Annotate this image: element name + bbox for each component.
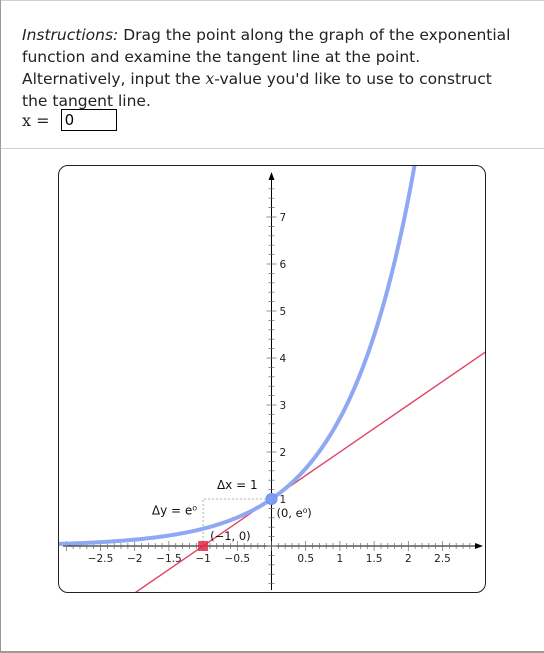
instructions-part-1: Drag the point along the graph of the ex… (22, 26, 511, 88)
graph-board[interactable]: −2.5 −2 −1.5 −1 −0.5 0.5 1 1.5 2 2.5 1 2 3 4 5 6 7 Δx = … (58, 165, 486, 593)
x-tick-label: 2 (405, 553, 412, 565)
draggable-point[interactable] (265, 493, 278, 505)
point-coordinate-label: (0, e⁰) (277, 506, 312, 520)
y-tick-label: 1 (280, 494, 287, 506)
instructions-text: Instructions: Drag the point along the g… (22, 24, 522, 112)
frame-left (0, 0, 1, 653)
delta-x-label: Δx = 1 (217, 478, 258, 492)
root-coordinate-label: (−1, 0) (210, 529, 251, 543)
delta-y-label: Δy = e⁰ (152, 504, 197, 518)
axis-layer (63, 172, 483, 590)
instructions-lead: Instructions: (22, 26, 119, 44)
x-tick-label: 1 (337, 553, 344, 565)
exponential-curve (59, 166, 417, 546)
x-tick-label: 0.5 (297, 553, 314, 565)
graph-svg[interactable]: −2.5 −2 −1.5 −1 −0.5 0.5 1 1.5 2 2.5 1 2 3 4 5 6 7 Δx = … (59, 166, 486, 593)
y-tick-label: 4 (280, 353, 287, 365)
x-input-row: x = (22, 108, 117, 132)
y-tick-label: 3 (280, 400, 287, 412)
x-input-label: x = (22, 110, 55, 130)
curve-layer (59, 166, 485, 592)
section-divider (1, 148, 544, 149)
delta-guide-lines (202, 498, 272, 546)
y-tick-label: 6 (280, 259, 287, 271)
frame-bottom (0, 651, 544, 653)
x-tick-label: −1 (195, 553, 210, 565)
x-tick-label: −0.5 (225, 553, 251, 565)
x-tick-label: −1.5 (156, 553, 182, 565)
frame-top (0, 0, 544, 1)
y-tick-label: 5 (280, 306, 287, 318)
x-tick-label: −2.5 (88, 553, 114, 565)
tangent-root-marker (198, 541, 209, 551)
y-tick-label: 7 (280, 212, 287, 224)
x-axis-arrow (475, 543, 483, 549)
y-tick-label: 2 (280, 447, 287, 459)
instructions-part-2: -value you'd like to use to construct th… (22, 70, 492, 110)
tick-label-layer: −2.5 −2 −1.5 −1 −0.5 0.5 1 1.5 2 2.5 1 2 3 4 5 6 7 (88, 212, 451, 565)
annotation-layer: Δx = 1 Δy = e⁰ (0, e⁰) (−1, 0) (152, 478, 312, 543)
x-tick-label: 1.5 (366, 553, 383, 565)
x-value-input[interactable] (60, 109, 117, 131)
x-tick-label: 2.5 (434, 553, 451, 565)
y-axis-arrow (268, 172, 275, 180)
x-tick-label: −2 (127, 553, 142, 565)
instructions-var: x (205, 70, 215, 88)
